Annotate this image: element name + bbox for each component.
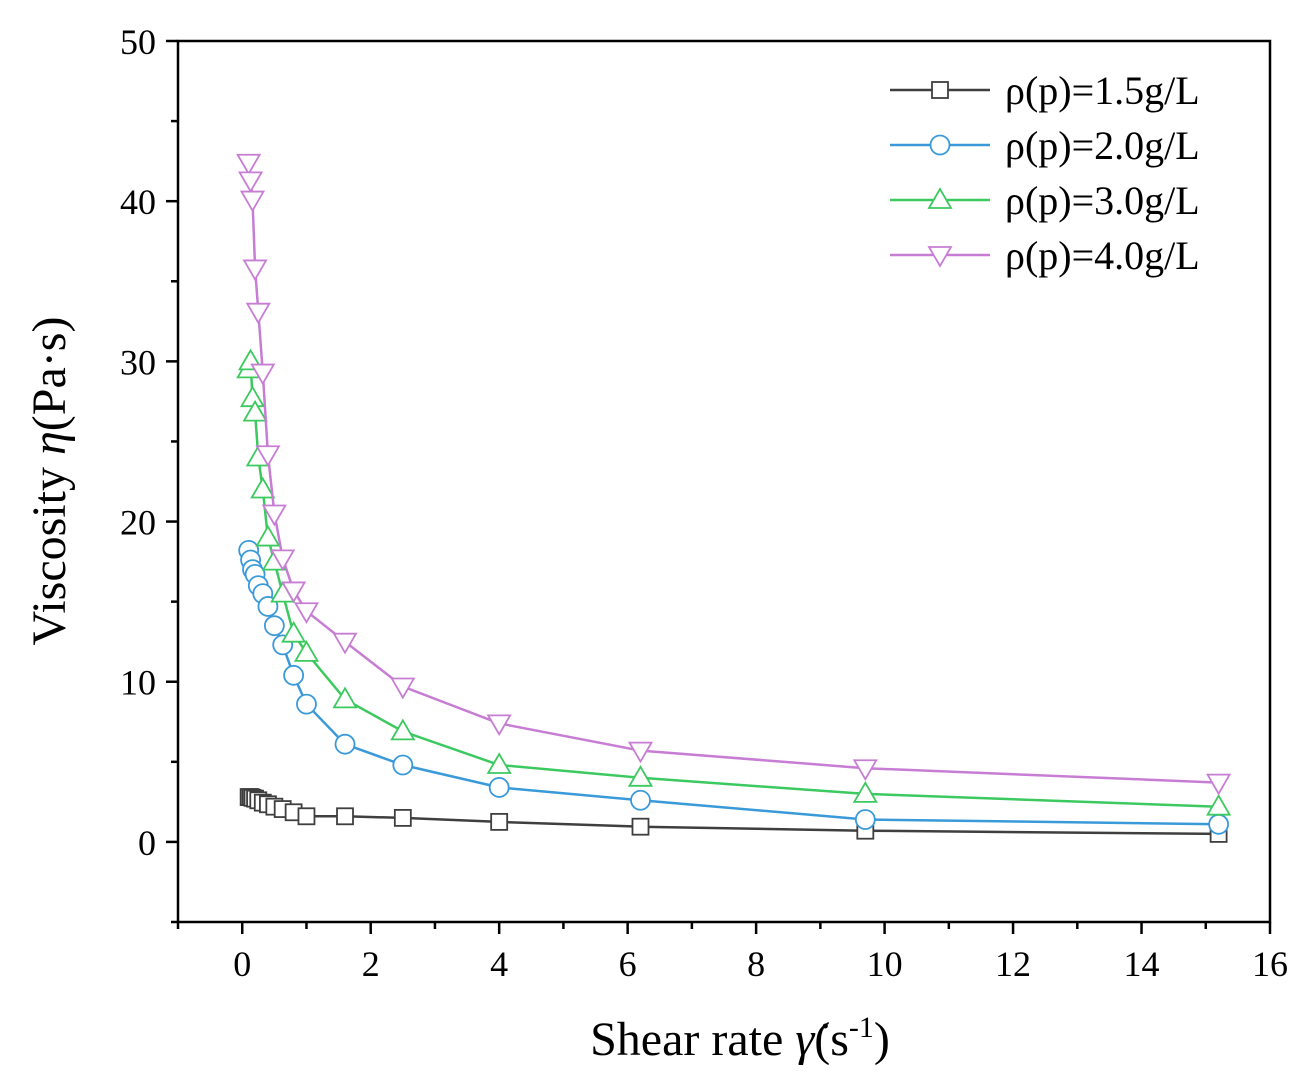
series-3 [236,348,1232,816]
legend-label: ρ(p)=1.5g/L [1005,68,1200,113]
x-axis-label-unit-close: ) [874,1013,890,1066]
x-tick-label: 16 [1252,944,1288,984]
x-tick-label: 12 [995,944,1031,984]
legend-item: ρ(p)=1.5g/L [890,68,1200,113]
data-point [238,171,264,194]
x-axis-label-unit-open: (s [814,1013,849,1066]
data-point [336,807,354,826]
data-point [1206,773,1232,796]
data-point [488,777,510,798]
data-point [852,781,878,803]
data-point [627,741,654,764]
x-tick-label: 10 [867,944,903,984]
y-axis-label-main: Viscosity [23,455,76,645]
data-point [852,759,878,782]
legend-item: ρ(p)=2.0g/L [890,123,1200,168]
y-tick-label: 0 [138,823,156,863]
x-tick-label: 14 [1124,944,1160,984]
data-point [242,259,268,282]
data-point [250,363,276,386]
data-point [255,445,281,468]
data-point [245,302,271,325]
data-point [293,640,320,662]
y-axis-label-unit: (Pa·s) [23,317,76,432]
y-tick-label: 10 [120,663,156,703]
series-line [247,550,1219,826]
data-point [296,693,317,715]
y-tick-label: 30 [120,342,156,382]
y-axis-label: Viscosity η(Pa·s) [23,317,76,646]
data-point [334,733,356,755]
legend-label: ρ(p)=3.0g/L [1005,178,1200,223]
data-point [297,807,316,826]
data-point [255,524,281,547]
x-tick-label: 8 [747,944,765,984]
data-point [854,809,876,830]
data-point [332,686,358,709]
data-point [263,615,285,637]
series-layer [236,153,1232,843]
series-4 [236,153,1232,796]
data-point [490,812,509,831]
y-tick-label: 50 [120,22,156,62]
data-point [393,808,412,827]
legend-marker [931,81,949,99]
legend-label: ρ(p)=2.0g/L [1005,123,1200,168]
x-tick-label: 2 [362,944,380,984]
plot-frame [176,39,1272,924]
data-point [1206,793,1232,816]
data-point [250,476,276,499]
data-point [630,789,651,811]
y-tick-label: 20 [120,503,156,543]
legend-marker [927,246,953,268]
series-2 [238,539,1230,835]
x-tick-label: 4 [490,944,508,984]
x-tick-label: 0 [233,944,251,984]
legend-item: ρ(p)=3.0g/L [890,178,1200,223]
data-point [486,752,512,774]
axis-ticks: 0 2 4 6 8 10 12 14 16 0 10 20 30 40 50 [120,22,1288,984]
legend-marker [927,187,953,209]
x-tick-label: 6 [619,944,637,984]
legend-label: ρ(p)=4.0g/L [1005,233,1200,278]
data-point [392,754,414,776]
y-axis-label-symbol: η [23,431,76,455]
data-point [239,385,266,408]
data-point [627,765,654,787]
data-point [239,190,266,213]
x-axis-label-main: Shear rate [590,1013,795,1066]
data-point [390,677,416,700]
data-point [283,664,305,686]
data-point [281,620,307,643]
x-axis-label-unit-exp: -1 [849,1011,874,1044]
x-axis-label: Shear rate γ̇(s-1) [590,1011,890,1066]
data-point [631,817,650,836]
data-point [261,504,287,527]
data-point [242,399,268,422]
data-point [281,581,307,604]
data-point [270,549,296,572]
data-point [486,714,512,737]
data-point [332,632,358,655]
legend: ρ(p)=1.5g/L ρ(p)=2.0g/L ρ(p)=3.0g/L ρ(p)=4.… [890,68,1200,278]
data-point [293,602,320,625]
legend-marker [929,134,951,156]
legend-item: ρ(p)=4.0g/L [890,233,1200,278]
data-point [390,718,416,741]
data-point [236,153,262,176]
y-tick-label: 40 [120,182,156,222]
data-point [1208,813,1230,835]
series-1 [239,788,1228,843]
